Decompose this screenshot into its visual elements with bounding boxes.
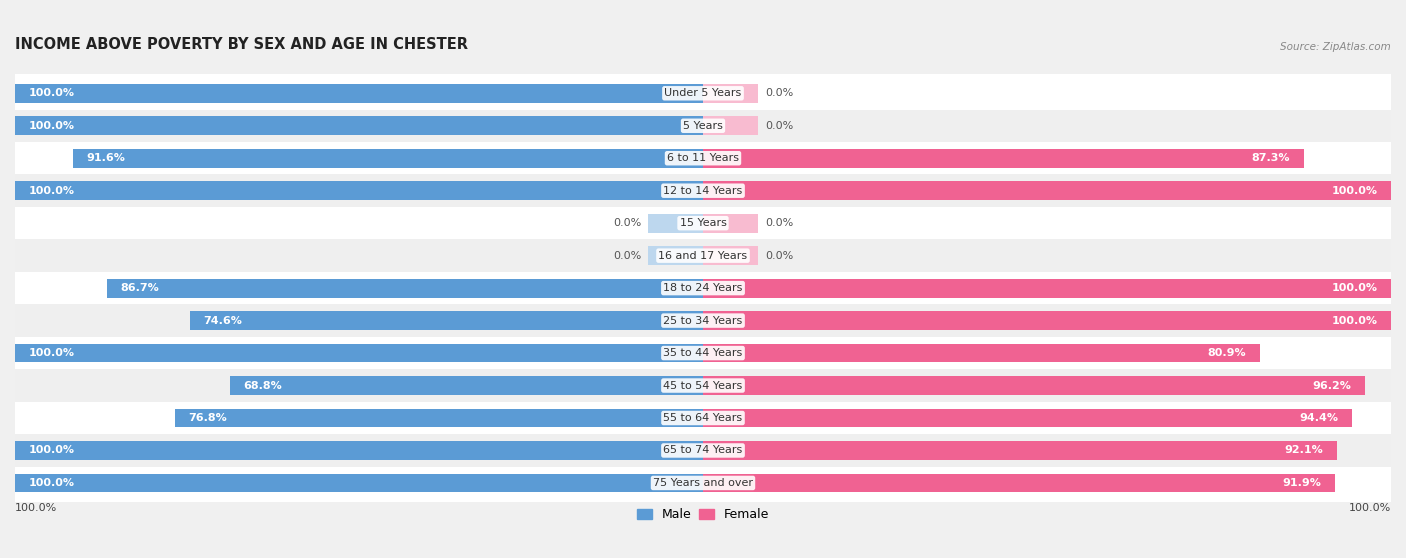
- Bar: [190, 311, 703, 330]
- Text: 12 to 14 Years: 12 to 14 Years: [664, 186, 742, 196]
- Text: 0.0%: 0.0%: [765, 121, 793, 131]
- Text: 100.0%: 100.0%: [28, 348, 75, 358]
- Bar: [15, 402, 1391, 434]
- Bar: [703, 441, 1337, 460]
- Bar: [15, 474, 703, 492]
- Text: 100.0%: 100.0%: [1331, 316, 1378, 325]
- Bar: [15, 344, 703, 363]
- Text: 96.2%: 96.2%: [1312, 381, 1351, 391]
- Text: 0.0%: 0.0%: [613, 251, 641, 261]
- Bar: [15, 77, 1391, 109]
- Bar: [15, 434, 1391, 466]
- Text: 74.6%: 74.6%: [204, 316, 242, 325]
- Bar: [15, 239, 1391, 272]
- Text: 76.8%: 76.8%: [188, 413, 228, 423]
- Text: 100.0%: 100.0%: [28, 88, 75, 98]
- Bar: [15, 142, 1391, 175]
- Text: 100.0%: 100.0%: [28, 445, 75, 455]
- Text: 91.6%: 91.6%: [87, 153, 125, 163]
- Text: 25 to 34 Years: 25 to 34 Years: [664, 316, 742, 325]
- Bar: [703, 278, 1391, 297]
- Bar: [703, 214, 758, 233]
- Text: 5 Years: 5 Years: [683, 121, 723, 131]
- Text: 0.0%: 0.0%: [613, 218, 641, 228]
- Bar: [15, 441, 703, 460]
- Text: 87.3%: 87.3%: [1251, 153, 1289, 163]
- Text: 6 to 11 Years: 6 to 11 Years: [666, 153, 740, 163]
- Bar: [174, 408, 703, 427]
- Text: 94.4%: 94.4%: [1299, 413, 1339, 423]
- Bar: [15, 84, 703, 103]
- Text: 35 to 44 Years: 35 to 44 Years: [664, 348, 742, 358]
- Text: 18 to 24 Years: 18 to 24 Years: [664, 283, 742, 293]
- Text: Under 5 Years: Under 5 Years: [665, 88, 741, 98]
- Bar: [15, 272, 1391, 304]
- Text: 100.0%: 100.0%: [28, 121, 75, 131]
- Text: 55 to 64 Years: 55 to 64 Years: [664, 413, 742, 423]
- Text: INCOME ABOVE POVERTY BY SEX AND AGE IN CHESTER: INCOME ABOVE POVERTY BY SEX AND AGE IN C…: [15, 37, 468, 52]
- Bar: [703, 408, 1353, 427]
- Bar: [648, 214, 703, 233]
- Text: 100.0%: 100.0%: [15, 503, 58, 513]
- Text: 68.8%: 68.8%: [243, 381, 283, 391]
- Bar: [15, 304, 1391, 337]
- Bar: [703, 376, 1365, 395]
- Bar: [703, 181, 1391, 200]
- Bar: [73, 149, 703, 167]
- Text: 100.0%: 100.0%: [1348, 503, 1391, 513]
- Text: 15 Years: 15 Years: [679, 218, 727, 228]
- Bar: [15, 207, 1391, 239]
- Bar: [107, 278, 703, 297]
- Bar: [703, 116, 758, 135]
- Bar: [229, 376, 703, 395]
- Bar: [15, 175, 1391, 207]
- Text: 80.9%: 80.9%: [1208, 348, 1246, 358]
- Bar: [703, 149, 1303, 167]
- Bar: [648, 246, 703, 265]
- Bar: [703, 84, 758, 103]
- Text: 45 to 54 Years: 45 to 54 Years: [664, 381, 742, 391]
- Text: 100.0%: 100.0%: [28, 186, 75, 196]
- Bar: [15, 337, 1391, 369]
- Text: 75 Years and over: 75 Years and over: [652, 478, 754, 488]
- Text: 91.9%: 91.9%: [1282, 478, 1322, 488]
- Text: 16 and 17 Years: 16 and 17 Years: [658, 251, 748, 261]
- Text: 0.0%: 0.0%: [765, 88, 793, 98]
- Bar: [15, 466, 1391, 499]
- Text: 100.0%: 100.0%: [28, 478, 75, 488]
- Legend: Male, Female: Male, Female: [631, 503, 775, 526]
- Text: 0.0%: 0.0%: [765, 251, 793, 261]
- Text: Source: ZipAtlas.com: Source: ZipAtlas.com: [1281, 42, 1391, 52]
- Text: 0.0%: 0.0%: [765, 218, 793, 228]
- Bar: [703, 474, 1336, 492]
- Text: 100.0%: 100.0%: [1331, 283, 1378, 293]
- Text: 92.1%: 92.1%: [1284, 445, 1323, 455]
- Bar: [15, 109, 1391, 142]
- Bar: [703, 344, 1260, 363]
- Bar: [15, 369, 1391, 402]
- Bar: [15, 116, 703, 135]
- Text: 100.0%: 100.0%: [1331, 186, 1378, 196]
- Bar: [703, 311, 1391, 330]
- Bar: [703, 246, 758, 265]
- Text: 65 to 74 Years: 65 to 74 Years: [664, 445, 742, 455]
- Bar: [15, 181, 703, 200]
- Text: 86.7%: 86.7%: [121, 283, 159, 293]
